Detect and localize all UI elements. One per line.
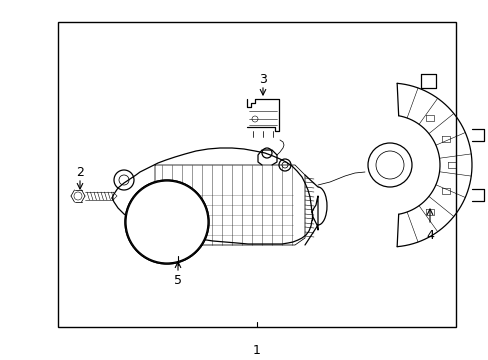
Text: 4: 4 — [425, 229, 433, 242]
Bar — [58, 22, 455, 327]
Ellipse shape — [126, 181, 207, 263]
Circle shape — [125, 180, 208, 264]
Text: 5: 5 — [174, 274, 182, 287]
Text: 1: 1 — [253, 343, 261, 356]
Text: 2: 2 — [76, 166, 84, 179]
Text: 3: 3 — [259, 72, 266, 86]
